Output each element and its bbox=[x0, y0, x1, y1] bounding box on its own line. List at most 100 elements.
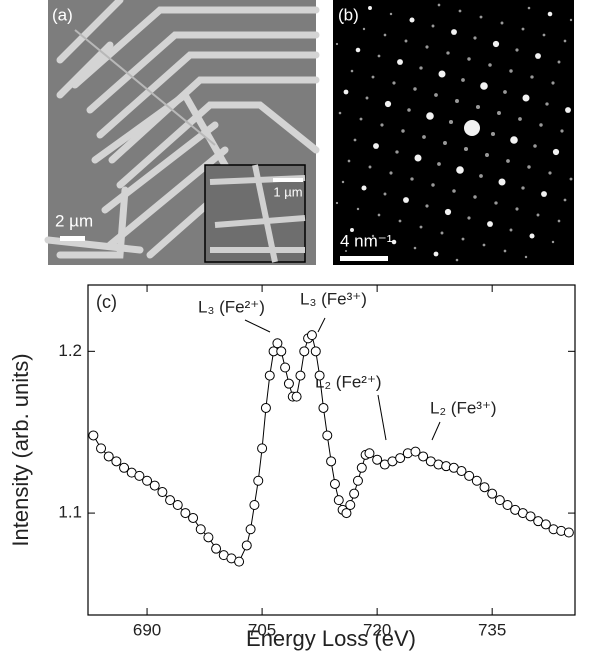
diffraction-spot bbox=[425, 45, 429, 49]
diffraction-spot bbox=[515, 48, 519, 52]
diffraction-spot bbox=[425, 204, 429, 208]
x-tick-label: 690 bbox=[133, 620, 161, 639]
diffraction-spot bbox=[509, 69, 513, 73]
diffraction-spot bbox=[498, 178, 506, 186]
scale-label: 2 µm bbox=[55, 211, 93, 230]
diffraction-spot bbox=[490, 131, 496, 137]
diffraction-spot bbox=[440, 231, 444, 235]
data-point bbox=[211, 543, 222, 554]
diffraction-spot bbox=[438, 70, 446, 78]
diffraction-spot bbox=[413, 246, 417, 250]
data-point bbox=[257, 443, 268, 454]
diffraction-spot bbox=[565, 107, 571, 113]
data-point bbox=[276, 346, 287, 357]
data-point bbox=[203, 532, 214, 543]
diffraction-spot bbox=[397, 59, 403, 65]
x-tick-label: 720 bbox=[363, 620, 391, 639]
diffraction-spot bbox=[338, 111, 342, 115]
data-point bbox=[318, 402, 329, 413]
diffraction-spot bbox=[395, 150, 399, 154]
diffraction-spot bbox=[488, 63, 492, 67]
diffraction-spot bbox=[456, 166, 464, 174]
diffraction-spot bbox=[497, 111, 501, 115]
diffraction-spot bbox=[413, 87, 417, 91]
diffraction-spot bbox=[426, 112, 434, 120]
annotation: L₃ (Fe²⁺) bbox=[198, 297, 265, 316]
diffraction-spot bbox=[361, 185, 367, 191]
diffraction-spot bbox=[563, 198, 567, 202]
data-point bbox=[345, 500, 356, 510]
data-point bbox=[395, 453, 406, 464]
diffraction-spot bbox=[492, 40, 500, 48]
data-point bbox=[502, 500, 513, 510]
diffraction-spot bbox=[552, 148, 560, 156]
diffraction-spot bbox=[377, 54, 381, 58]
diffraction-spot bbox=[524, 255, 528, 259]
scale-label: 4 nm⁻¹ bbox=[340, 231, 393, 250]
data-point bbox=[119, 462, 130, 473]
diffraction-spot bbox=[431, 24, 435, 28]
diffraction-spot bbox=[455, 258, 459, 262]
y-tick-label: 1.2 bbox=[58, 341, 82, 360]
diffraction-spot bbox=[431, 183, 435, 187]
data-point bbox=[364, 448, 375, 459]
diffraction-spot bbox=[500, 21, 504, 25]
data-point bbox=[487, 488, 498, 499]
diffraction-spot bbox=[536, 213, 540, 217]
diffraction-spot bbox=[557, 219, 561, 223]
diffraction-spot bbox=[341, 180, 345, 184]
diffraction-spot bbox=[563, 39, 567, 43]
annotation-leader bbox=[244, 319, 271, 333]
diffraction-spot bbox=[569, 18, 573, 22]
diffraction-spot bbox=[446, 51, 450, 55]
diffraction-spot bbox=[487, 221, 493, 227]
data-point bbox=[540, 519, 551, 530]
data-point bbox=[103, 451, 114, 462]
data-point bbox=[157, 487, 168, 498]
diffraction-spot bbox=[401, 129, 405, 133]
data-point bbox=[418, 451, 429, 462]
diffraction-spot bbox=[509, 228, 513, 232]
data-point bbox=[525, 511, 536, 522]
diffraction-spot bbox=[422, 135, 426, 139]
diffraction-spot bbox=[380, 123, 384, 127]
diffraction-spot bbox=[464, 120, 480, 136]
diffraction-spot bbox=[527, 165, 531, 169]
diffraction-spot bbox=[451, 29, 457, 35]
panel-label: (a) bbox=[52, 5, 73, 24]
annotation-leader bbox=[431, 421, 441, 441]
data-point bbox=[299, 346, 310, 357]
diffraction-spot bbox=[398, 219, 402, 223]
x-tick-label: 705 bbox=[248, 620, 276, 639]
data-point bbox=[142, 475, 153, 486]
diffraction-spot bbox=[359, 117, 363, 121]
diffraction-spot bbox=[463, 146, 469, 152]
diffraction-spot bbox=[368, 165, 372, 169]
diffraction-spot bbox=[521, 27, 525, 31]
chart: (c) Energy Loss (eV) Intensity (arb. uni… bbox=[8, 284, 576, 651]
diffraction-spot bbox=[350, 69, 354, 73]
data-point bbox=[249, 500, 260, 510]
diffraction-spot bbox=[356, 207, 360, 211]
diffraction-spot bbox=[535, 53, 541, 59]
diffraction-spot bbox=[473, 36, 477, 40]
annotation-leader bbox=[377, 394, 387, 441]
diffraction-spot bbox=[452, 189, 456, 193]
diffraction-spot bbox=[407, 108, 411, 112]
data-point bbox=[253, 475, 264, 486]
data-point bbox=[563, 527, 574, 538]
x-tick-label: 735 bbox=[478, 620, 506, 639]
diffraction-spot bbox=[506, 159, 510, 163]
data-point bbox=[295, 370, 306, 381]
diffraction-spot bbox=[539, 123, 543, 127]
annotation: L₃ (Fe³⁺) bbox=[300, 289, 367, 308]
diffraction-spot bbox=[434, 93, 438, 97]
data-point bbox=[134, 470, 145, 481]
diffraction-spot bbox=[494, 201, 498, 205]
diffraction-spot bbox=[551, 240, 555, 244]
diffraction-image bbox=[333, 0, 574, 265]
data-point bbox=[352, 475, 363, 486]
diffraction-spot bbox=[437, 3, 441, 7]
diffraction-spot bbox=[371, 234, 375, 238]
